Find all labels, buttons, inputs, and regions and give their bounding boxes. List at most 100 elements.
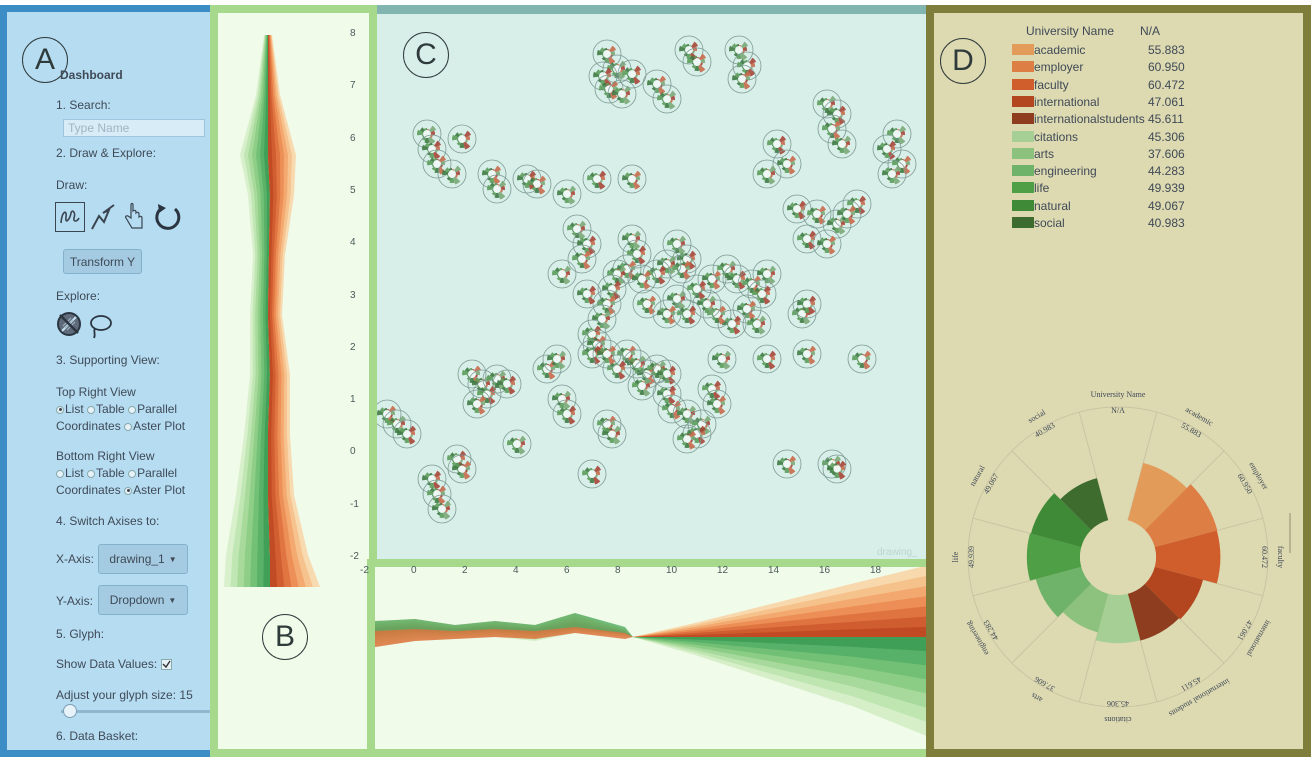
- university-glyph[interactable]: [547, 259, 577, 289]
- top-right-radio-list[interactable]: [56, 405, 64, 414]
- university-glyph[interactable]: [632, 289, 662, 319]
- university-glyph[interactable]: [652, 84, 682, 114]
- university-glyph[interactable]: [822, 99, 852, 129]
- university-glyph[interactable]: [437, 159, 467, 189]
- scroll-indicator[interactable]: [1289, 513, 1291, 553]
- freehand-draw-icon[interactable]: [55, 202, 85, 232]
- university-glyph[interactable]: [772, 149, 802, 179]
- university-glyph[interactable]: [627, 264, 657, 294]
- university-glyph[interactable]: [674, 35, 704, 65]
- university-glyph[interactable]: [667, 254, 697, 284]
- university-glyph[interactable]: [447, 454, 477, 484]
- university-glyph[interactable]: [562, 214, 592, 244]
- university-glyph[interactable]: [552, 179, 582, 209]
- university-glyph[interactable]: [812, 229, 842, 259]
- university-glyph[interactable]: [417, 134, 447, 164]
- university-glyph[interactable]: [427, 494, 457, 524]
- bottom-right-radio-parallel[interactable]: [128, 469, 137, 478]
- university-glyph[interactable]: [817, 114, 847, 144]
- top-right-radio-table[interactable]: [87, 405, 96, 414]
- university-glyph[interactable]: [567, 244, 597, 274]
- top-right-radio-aster[interactable]: [124, 422, 133, 431]
- pointer-hand-icon[interactable]: [121, 202, 147, 232]
- university-glyph[interactable]: [692, 289, 722, 319]
- university-glyph[interactable]: [577, 339, 607, 369]
- university-glyph[interactable]: [697, 374, 727, 404]
- university-glyph[interactable]: [672, 299, 702, 329]
- university-glyph[interactable]: [792, 289, 822, 319]
- university-glyph[interactable]: [522, 169, 552, 199]
- university-glyph[interactable]: [752, 259, 782, 289]
- polyline-draw-icon[interactable]: [89, 202, 119, 232]
- reset-icon[interactable]: [150, 202, 184, 234]
- university-glyph[interactable]: [597, 419, 627, 449]
- university-glyph[interactable]: [672, 399, 702, 429]
- university-glyph[interactable]: [672, 424, 702, 454]
- university-glyph[interactable]: [724, 35, 754, 65]
- x-axis-stream[interactable]: [375, 567, 929, 749]
- university-glyph[interactable]: [652, 299, 682, 329]
- university-glyph[interactable]: [707, 344, 737, 374]
- top-right-radio-parallel[interactable]: [128, 405, 137, 414]
- university-glyph[interactable]: [727, 64, 757, 94]
- search-input[interactable]: Type Name: [63, 119, 205, 137]
- bottom-right-radio-list[interactable]: [56, 469, 64, 478]
- university-glyph[interactable]: [592, 339, 622, 369]
- university-glyph[interactable]: [877, 159, 907, 189]
- university-glyph[interactable]: [582, 164, 612, 194]
- university-glyph[interactable]: [782, 194, 812, 224]
- glyph-scatterplot[interactable]: [367, 14, 932, 559]
- y-axis-dropdown[interactable]: Dropdown ▼: [98, 585, 188, 615]
- university-glyph[interactable]: [762, 129, 792, 159]
- university-glyph[interactable]: [772, 449, 802, 479]
- university-glyph[interactable]: [822, 454, 852, 484]
- transform-y-button[interactable]: Transform Y: [63, 249, 142, 274]
- university-glyph[interactable]: [732, 294, 762, 324]
- university-glyph[interactable]: [572, 279, 602, 309]
- glyph-scatterplot-panel[interactable]: C drawing_: [367, 5, 932, 559]
- university-glyph[interactable]: [682, 274, 712, 304]
- bottom-right-radio-table[interactable]: [87, 469, 96, 478]
- university-glyph[interactable]: [502, 429, 532, 459]
- glyph-size-slider-handle[interactable]: [63, 704, 77, 718]
- no-brush-icon[interactable]: [55, 310, 83, 338]
- university-glyph[interactable]: [752, 344, 782, 374]
- university-glyph[interactable]: [482, 174, 512, 204]
- university-glyph[interactable]: [642, 69, 672, 99]
- university-glyph[interactable]: [392, 419, 422, 449]
- show-data-values-checkbox[interactable]: [160, 659, 172, 671]
- university-glyph[interactable]: [742, 309, 772, 339]
- university-glyph[interactable]: [847, 344, 877, 374]
- university-glyph[interactable]: [602, 354, 632, 384]
- university-glyph[interactable]: [617, 59, 647, 89]
- university-glyph[interactable]: [697, 264, 727, 294]
- university-glyph[interactable]: [552, 399, 582, 429]
- university-glyph[interactable]: [882, 119, 912, 149]
- lasso-icon[interactable]: [86, 312, 114, 340]
- university-glyph[interactable]: [462, 389, 492, 419]
- university-glyph[interactable]: [662, 229, 692, 259]
- x-axis-dropdown[interactable]: drawing_1 ▼: [98, 544, 188, 574]
- university-glyph[interactable]: [607, 79, 637, 109]
- university-glyph[interactable]: [542, 344, 572, 374]
- university-glyph[interactable]: [617, 224, 647, 254]
- university-glyph[interactable]: [702, 389, 732, 419]
- bottom-right-radio-aster[interactable]: [124, 486, 133, 495]
- university-glyph[interactable]: [817, 449, 847, 479]
- glyph-size-slider-track[interactable]: [61, 710, 221, 713]
- university-glyph[interactable]: [827, 129, 857, 159]
- university-glyph[interactable]: [547, 384, 577, 414]
- university-glyph[interactable]: [627, 371, 657, 401]
- university-glyph[interactable]: [492, 369, 522, 399]
- university-glyph[interactable]: [587, 304, 617, 334]
- university-glyph[interactable]: [832, 199, 862, 229]
- university-glyph[interactable]: [792, 224, 822, 254]
- university-glyph[interactable]: [752, 159, 782, 189]
- university-glyph[interactable]: [792, 339, 822, 369]
- y-axis-stream[interactable]: [218, 13, 369, 749]
- university-glyph[interactable]: [577, 459, 607, 489]
- university-glyph[interactable]: [592, 39, 622, 69]
- university-glyph[interactable]: [872, 134, 902, 164]
- university-glyph[interactable]: [682, 47, 712, 77]
